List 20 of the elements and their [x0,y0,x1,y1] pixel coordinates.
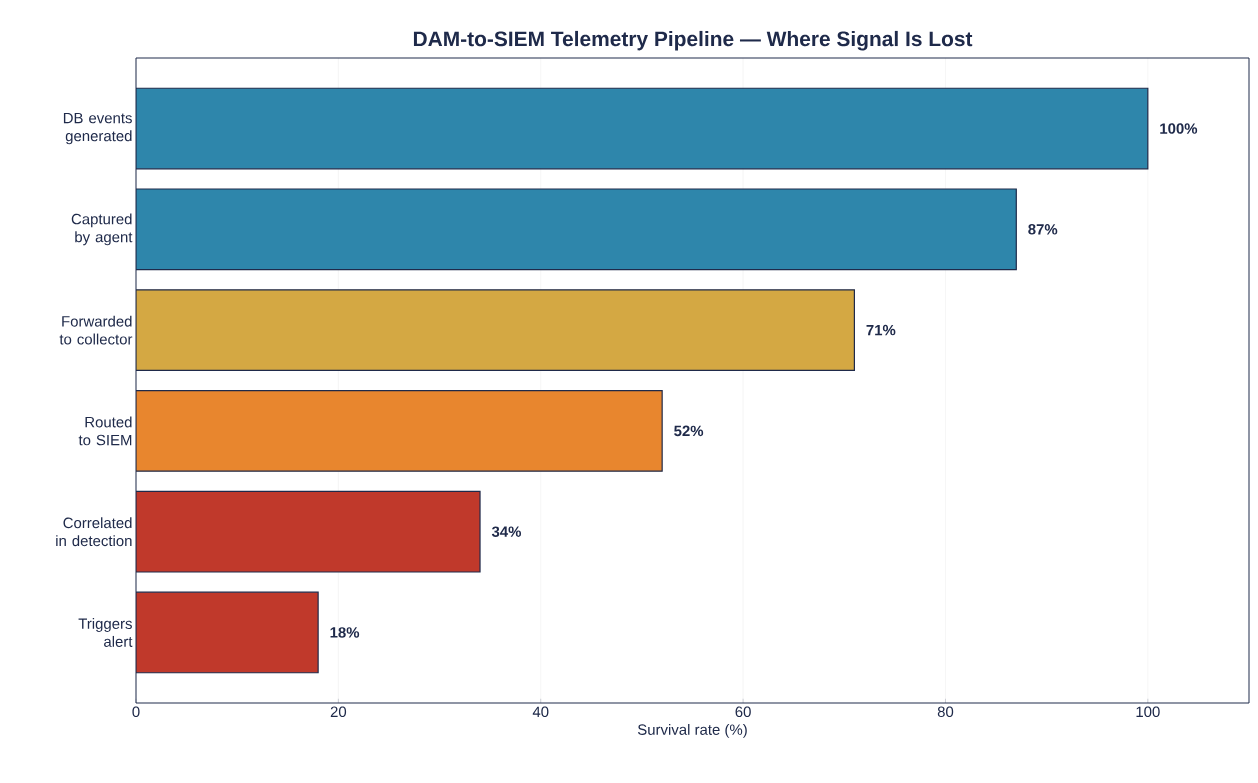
data-label: 71% [866,324,896,336]
y-tick-label: Forwarded to collector [59,315,133,345]
x-tick-label: 20 [330,706,347,718]
x-tick-label: 80 [937,706,954,718]
data-label: 34% [491,526,522,537]
x-tick-label: 0 [132,706,140,718]
x-tick-label: 100 [1136,706,1160,718]
data-label: 52% [674,425,704,437]
data-label: 87% [1028,224,1058,235]
chart-title: DAM-to-SIEM Telemetry Pipeline — Where Signal Is Lost [413,30,973,51]
y-tick-label: Correlated in detection [56,517,132,547]
x-tick-label: 40 [532,706,549,718]
x-tick-label: 60 [735,706,751,718]
y-tick-label: Triggers alert [78,618,133,647]
y-tick-label: Routed to SIEM [78,416,132,446]
y-tick-label: DB events generated [63,112,132,145]
x-axis-title: Survival rate (%) [637,723,747,738]
data-label: 100% [1160,123,1198,134]
y-tick-label: Captured by agent [71,213,133,246]
data-label: 18% [330,627,360,638]
